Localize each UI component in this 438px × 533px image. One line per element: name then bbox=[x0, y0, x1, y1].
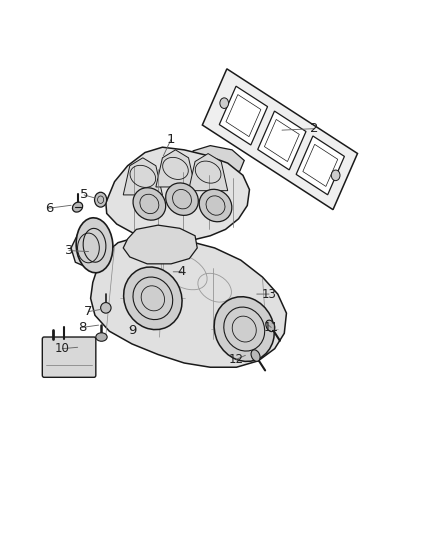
Polygon shape bbox=[123, 158, 162, 195]
Polygon shape bbox=[258, 111, 306, 170]
Polygon shape bbox=[296, 136, 344, 195]
Ellipse shape bbox=[95, 192, 107, 207]
Ellipse shape bbox=[72, 202, 83, 212]
Text: 1: 1 bbox=[167, 133, 175, 146]
Polygon shape bbox=[91, 237, 286, 367]
Text: 13: 13 bbox=[261, 288, 276, 301]
Ellipse shape bbox=[96, 333, 107, 341]
Polygon shape bbox=[71, 228, 107, 268]
Ellipse shape bbox=[76, 218, 113, 273]
Polygon shape bbox=[188, 154, 228, 191]
Text: 4: 4 bbox=[178, 265, 186, 278]
Ellipse shape bbox=[133, 188, 166, 220]
Polygon shape bbox=[156, 150, 195, 187]
Text: 6: 6 bbox=[45, 201, 53, 215]
Ellipse shape bbox=[199, 189, 232, 222]
Polygon shape bbox=[219, 86, 268, 145]
Ellipse shape bbox=[124, 267, 182, 329]
Text: 10: 10 bbox=[55, 342, 70, 355]
Text: 7: 7 bbox=[84, 305, 93, 318]
Text: 9: 9 bbox=[128, 324, 136, 337]
Polygon shape bbox=[202, 69, 357, 209]
Polygon shape bbox=[265, 119, 299, 161]
Ellipse shape bbox=[266, 320, 275, 332]
Text: 5: 5 bbox=[80, 189, 88, 201]
Ellipse shape bbox=[251, 350, 260, 361]
Ellipse shape bbox=[101, 303, 111, 313]
Polygon shape bbox=[106, 147, 250, 241]
Text: 2: 2 bbox=[311, 122, 319, 135]
Polygon shape bbox=[193, 146, 244, 174]
FancyBboxPatch shape bbox=[42, 337, 96, 377]
Text: 3: 3 bbox=[64, 244, 73, 257]
Polygon shape bbox=[123, 225, 197, 264]
Ellipse shape bbox=[214, 297, 274, 361]
Ellipse shape bbox=[220, 98, 229, 108]
Ellipse shape bbox=[331, 170, 340, 181]
Ellipse shape bbox=[166, 183, 198, 215]
Polygon shape bbox=[226, 94, 261, 136]
Text: 11: 11 bbox=[264, 321, 279, 334]
Text: 8: 8 bbox=[78, 321, 86, 334]
Polygon shape bbox=[303, 144, 338, 187]
Text: 12: 12 bbox=[229, 353, 244, 366]
